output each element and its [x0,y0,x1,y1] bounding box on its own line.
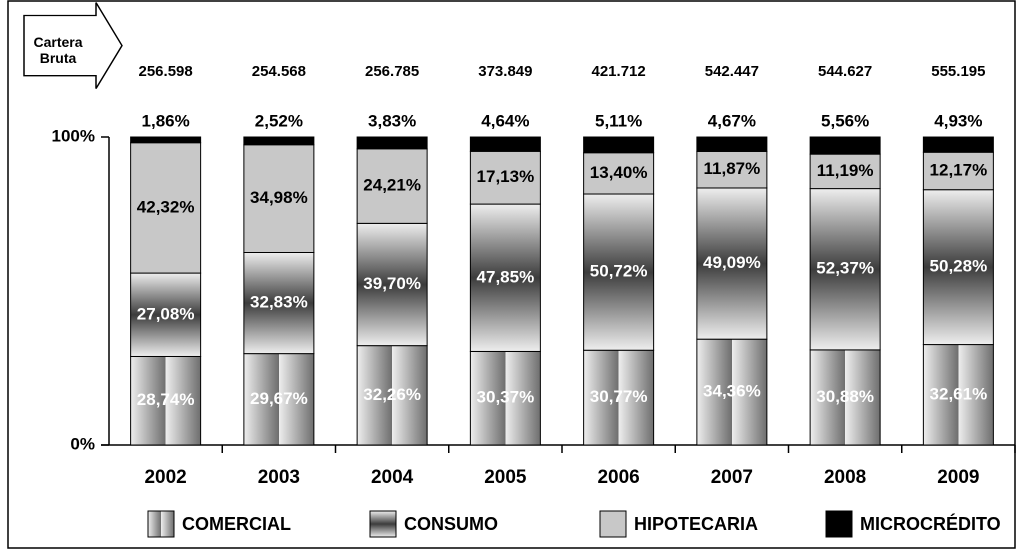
legend-label: COMERCIAL [182,514,291,534]
bar-segment [583,349,655,446]
bar-segment [922,189,994,346]
y-tick-label: 0% [70,434,95,453]
chart-border [7,0,1016,549]
bar-segment [243,136,315,146]
data-label: 34,36% [703,382,761,401]
cartera-value: 373.849 [478,63,532,80]
cartera-value: 254.568 [252,63,306,80]
bar-segment [469,350,541,446]
bar-segment [809,188,881,351]
x-tick-label: 2009 [937,467,979,488]
cartera-value: 256.785 [365,63,419,80]
data-label: 49,09% [703,253,761,272]
x-tick-label: 2005 [484,467,527,488]
bar-segment [130,136,202,144]
data-label: 32,26% [363,385,421,404]
data-label: 42,32% [137,197,195,216]
bar-segment [356,148,428,224]
bar-segment [469,203,541,352]
data-label: 47,85% [477,267,535,286]
bar-segment [583,193,655,351]
bar-segment [583,152,655,195]
cartera-value: 542.447 [705,63,759,80]
bar-segment [243,252,315,355]
bar-segment [356,222,428,347]
data-label: 27,08% [137,304,195,323]
legend-label: MICROCRÉDITO [860,513,1001,534]
data-label: 5,11% [595,111,642,130]
legend-swatch [369,510,397,538]
data-label: 11,87% [704,159,761,178]
legend-swatch [825,510,853,538]
data-label: 17,13% [477,167,535,186]
data-label: 30,88% [816,387,874,406]
cartera-value: 544.627 [818,63,872,80]
data-label: 52,37% [816,259,874,278]
data-label: 50,72% [590,262,648,281]
bar-segment [130,355,202,446]
cartera-arrow [23,2,123,89]
data-label: 39,70% [363,274,421,293]
data-label: 3,83% [368,111,416,130]
data-label: 34,98% [250,188,308,207]
data-label: 5,56% [821,111,869,130]
bar-segment [696,338,768,446]
cartera-value: 421.712 [592,63,646,80]
bar-segment [469,150,541,205]
bar-segment [130,142,202,274]
bar-segment [696,136,768,152]
data-label: 13,40% [590,163,648,182]
y-tick-label: 100% [52,126,95,145]
data-label: 30,77% [590,387,648,406]
x-tick-label: 2003 [258,467,300,488]
bar-segment [809,153,881,190]
x-tick-label: 2002 [144,467,186,488]
data-label: 11,19% [817,161,874,180]
data-label: 4,67% [708,112,756,131]
bar-segment [243,353,315,446]
legend-swatch [599,510,627,538]
bar-segment [356,136,428,150]
x-tick-label: 2004 [371,467,414,488]
data-label: 50,28% [930,257,988,276]
x-tick-label: 2008 [824,467,866,488]
x-tick-label: 2006 [597,467,639,488]
data-label: 2,52% [255,111,303,130]
legend-swatch [147,510,175,538]
bar-segment [922,136,994,153]
data-label: 29,67% [250,389,308,408]
cartera-value: 555.195 [931,63,985,80]
legend-label: HIPOTECARIA [634,514,758,534]
bar-segment [130,272,202,357]
data-label: 28,74% [137,390,195,409]
bar-segment [809,349,881,446]
x-tick-label: 2007 [711,467,753,488]
cartera-value: 256.598 [139,63,193,80]
data-label: 24,21% [363,176,421,195]
data-label: 30,37% [477,388,535,407]
bar-segment [243,144,315,253]
bar-segment [469,136,541,152]
bar-segment [583,136,655,154]
data-label: 4,93% [934,112,982,131]
data-label: 1,86% [142,111,190,130]
data-label: 32,83% [250,293,308,312]
bar-segment [922,344,994,446]
bar-segment [809,136,881,155]
bar-segment [696,187,768,340]
legend-label: CONSUMO [404,514,498,534]
data-label: 4,64% [481,112,529,131]
data-label: 12,17% [930,160,988,179]
cartera-label: Cartera Bruta [33,34,82,66]
data-label: 32,61% [930,384,988,403]
